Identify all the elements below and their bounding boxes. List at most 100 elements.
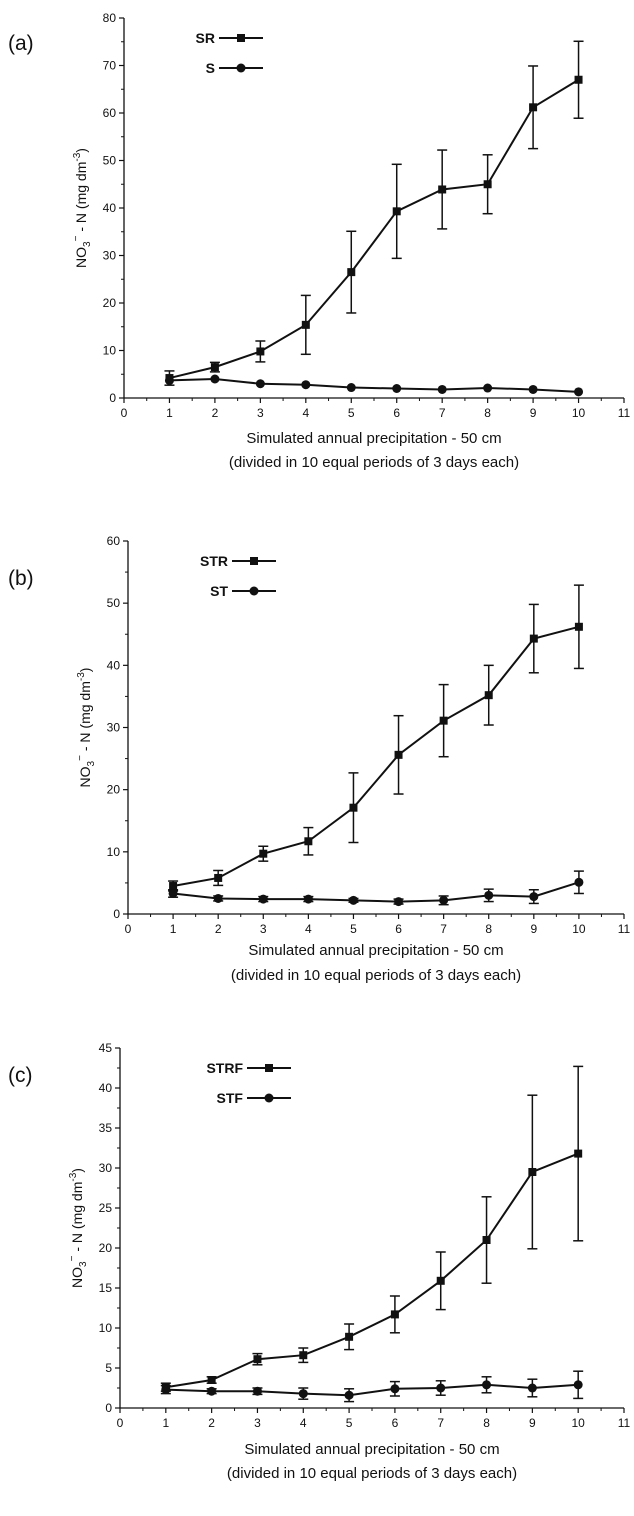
y-tick-label: 50: [107, 596, 121, 610]
data-point-STR: [214, 873, 223, 882]
data-point-S: [255, 379, 265, 389]
data-point-STRF: [574, 1149, 583, 1158]
x-tick-label: 9: [530, 406, 537, 420]
legend-label-S: S: [206, 60, 215, 76]
data-point-ST: [529, 892, 539, 902]
legend-marker-S: [236, 63, 246, 73]
x-tick-label: 8: [483, 1416, 490, 1430]
x-tick-label: 4: [302, 406, 309, 420]
y-tick-label: 10: [107, 845, 121, 859]
series-line-S: [169, 377, 579, 393]
x-tick-label: 3: [257, 406, 264, 420]
series-STF: [160, 1370, 584, 1403]
x-tick-label: 11: [618, 1416, 631, 1430]
data-point-S: [483, 383, 493, 393]
series-S: [164, 374, 584, 397]
legend-label-STRF: STRF: [206, 1060, 243, 1076]
panel-label: (a): [8, 32, 34, 55]
data-point-SR: [574, 75, 583, 84]
data-point-STRF: [528, 1168, 537, 1176]
data-point-STF: [573, 1380, 583, 1390]
y-tick-label: 40: [107, 658, 121, 672]
x-tick-label: 0: [121, 406, 128, 420]
legend-label-ST: ST: [210, 583, 228, 599]
x-tick-label: 8: [484, 406, 491, 420]
data-point-STF: [252, 1386, 262, 1396]
y-tick-label: 30: [107, 721, 121, 735]
data-point-STRF: [299, 1351, 308, 1360]
data-point-SR: [438, 185, 447, 194]
x-tick-label: 0: [125, 922, 132, 936]
series-line-STR: [172, 625, 580, 888]
y-tick-label: 45: [99, 1041, 113, 1055]
data-point-ST: [303, 894, 313, 904]
data-point-STF: [207, 1386, 217, 1396]
series-line-ST: [172, 881, 580, 903]
x-tick-label: 5: [346, 1416, 353, 1430]
x-tick-label: 1: [166, 406, 173, 420]
data-point-STF: [390, 1384, 400, 1394]
data-point-ST: [484, 890, 494, 900]
data-point-STRF: [482, 1236, 491, 1244]
x-axis-label: Simulated annual precipitation - 50 cm: [248, 942, 503, 959]
x-tick-label: 7: [439, 406, 446, 420]
x-tick-label: 0: [117, 1416, 124, 1430]
y-tick-label: 10: [99, 1321, 113, 1335]
x-tick-label: 9: [530, 922, 537, 936]
data-point-STR: [304, 837, 313, 846]
y-tick-label: 20: [103, 296, 117, 310]
data-point-STR: [529, 634, 538, 643]
x-tick-label: 6: [395, 922, 402, 936]
legend-marker-STR: [250, 557, 258, 565]
data-point-ST: [574, 877, 584, 887]
data-point-STF: [344, 1390, 354, 1400]
y-tick-label: 40: [99, 1081, 113, 1095]
x-tick-label: 3: [254, 1416, 261, 1430]
data-point-STRF: [345, 1332, 354, 1341]
x-axis-label-line2: (divided in 10 equal periods of 3 days e…: [229, 454, 519, 471]
data-point-ST: [213, 893, 223, 903]
x-axis-label: Simulated annual precipitation - 50 cm: [244, 1441, 499, 1458]
data-point-STR: [394, 750, 403, 759]
legend-marker-STF: [264, 1093, 274, 1103]
data-point-STRF: [390, 1310, 399, 1319]
y-tick-label: 25: [99, 1201, 113, 1215]
panel-label: (c): [8, 1064, 33, 1087]
x-tick-label: 4: [300, 1416, 307, 1430]
data-point-STR: [259, 849, 268, 858]
x-tick-label: 2: [208, 1416, 215, 1430]
series-SR: [164, 40, 584, 386]
x-tick-label: 8: [485, 922, 492, 936]
x-tick-label: 5: [348, 406, 355, 420]
x-tick-label: 2: [215, 922, 222, 936]
y-tick-label: 5: [105, 1361, 112, 1375]
data-point-S: [164, 375, 174, 385]
data-point-S: [574, 387, 584, 397]
data-point-ST: [258, 894, 268, 904]
y-axis-label: NO3− - N (mg dm-3): [67, 1168, 89, 1288]
x-tick-label: 7: [440, 922, 447, 936]
data-point-SR: [529, 103, 538, 112]
y-tick-label: 50: [103, 154, 117, 168]
data-point-STR: [169, 882, 178, 891]
series-ST: [168, 870, 584, 907]
data-point-S: [346, 383, 356, 393]
legend-label-STF: STF: [217, 1090, 244, 1106]
panel-label: (b): [8, 567, 34, 590]
y-tick-label: 0: [105, 1401, 112, 1415]
x-tick-label: 1: [170, 922, 177, 936]
y-tick-label: 70: [103, 59, 117, 73]
series-line-STRF: [165, 1152, 579, 1389]
y-tick-label: 0: [113, 907, 120, 921]
legend-marker-SR: [237, 34, 245, 42]
data-point-STR: [349, 803, 358, 812]
y-tick-label: 40: [103, 201, 117, 215]
x-tick-label: 6: [392, 1416, 399, 1430]
series-STR: [168, 584, 584, 892]
x-axis-label-line2: (divided in 10 equal periods of 3 days e…: [231, 967, 521, 984]
data-point-ST: [394, 897, 404, 907]
data-point-ST: [348, 895, 358, 905]
data-point-STR: [439, 716, 448, 725]
